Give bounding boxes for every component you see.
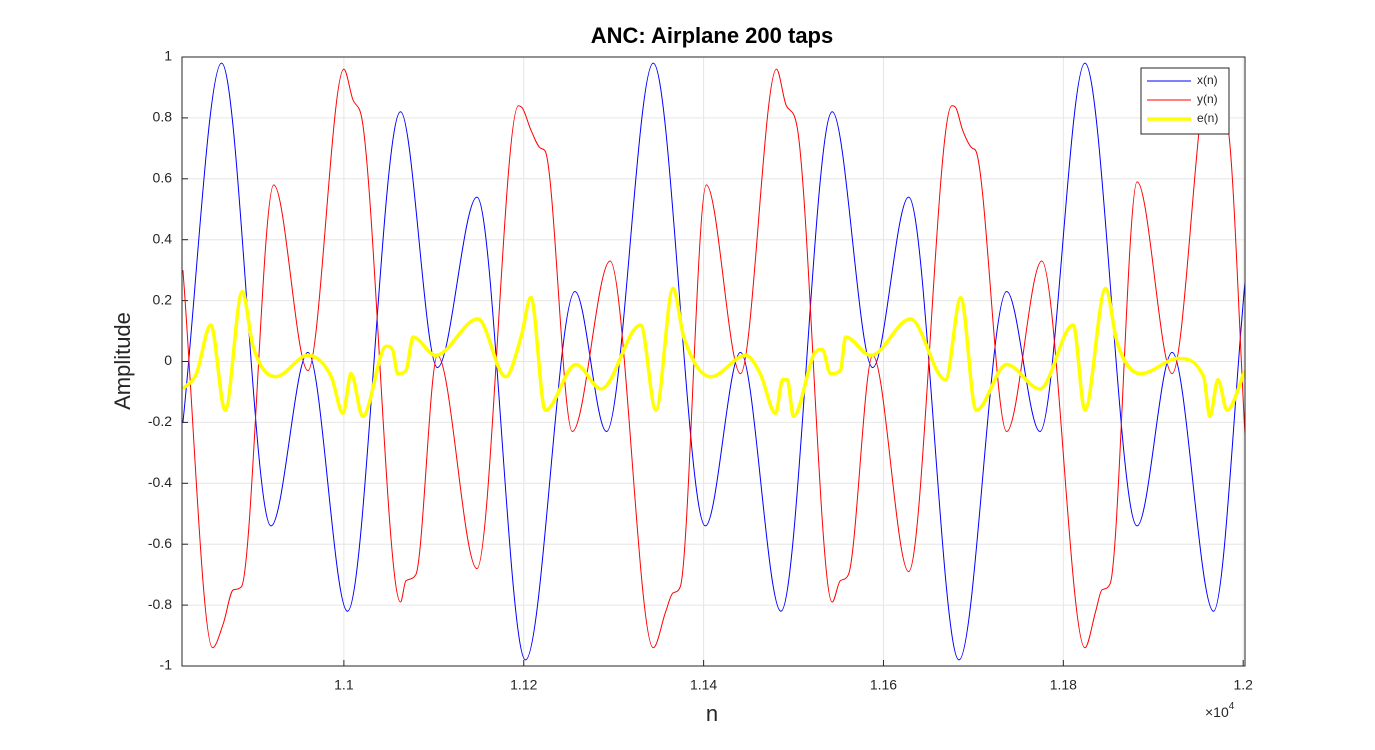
y-tick-label: -1 (160, 657, 173, 673)
x-tick-label: 1.2 (1233, 677, 1253, 693)
y-tick-label: 0.6 (153, 170, 173, 186)
data-line (182, 68, 1245, 649)
legend-label: e(n) (1197, 111, 1218, 125)
y-tick-label: 0.4 (153, 230, 173, 246)
y-tick-label: -0.2 (148, 413, 172, 429)
y-tick-label: 0 (164, 352, 172, 368)
y-tick-label: -0.8 (148, 596, 172, 612)
y-tick-label: 0.2 (153, 291, 173, 307)
y-tick-label: -0.6 (148, 535, 172, 551)
y-tick-label: 1 (164, 48, 172, 64)
y-tick-label: 0.8 (153, 109, 173, 125)
x-tick-label: 1.12 (510, 677, 537, 693)
x-tick-label: 1.16 (870, 677, 897, 693)
legend-label: x(n) (1197, 73, 1218, 87)
legend-label: y(n) (1197, 92, 1218, 106)
x-multiplier-base: ×10 (1205, 704, 1229, 720)
legend-box (1140, 67, 1230, 135)
x-tick-label: 1.14 (690, 677, 717, 693)
x-multiplier: ×104 (1205, 701, 1235, 720)
x-multiplier-exponent: 4 (1229, 701, 1235, 712)
x-tick-label: 1.18 (1050, 677, 1077, 693)
x-tick-label: 1.1 (334, 677, 354, 693)
chart-title: ANC: Airplane 200 taps (591, 23, 833, 48)
axes-box (181, 56, 1246, 667)
data-line (182, 62, 1245, 661)
y-axis-label: Amplitude (110, 312, 135, 410)
data-line (182, 286, 1245, 419)
y-tick-label: -0.4 (148, 474, 172, 490)
x-axis-label: n (706, 701, 718, 726)
